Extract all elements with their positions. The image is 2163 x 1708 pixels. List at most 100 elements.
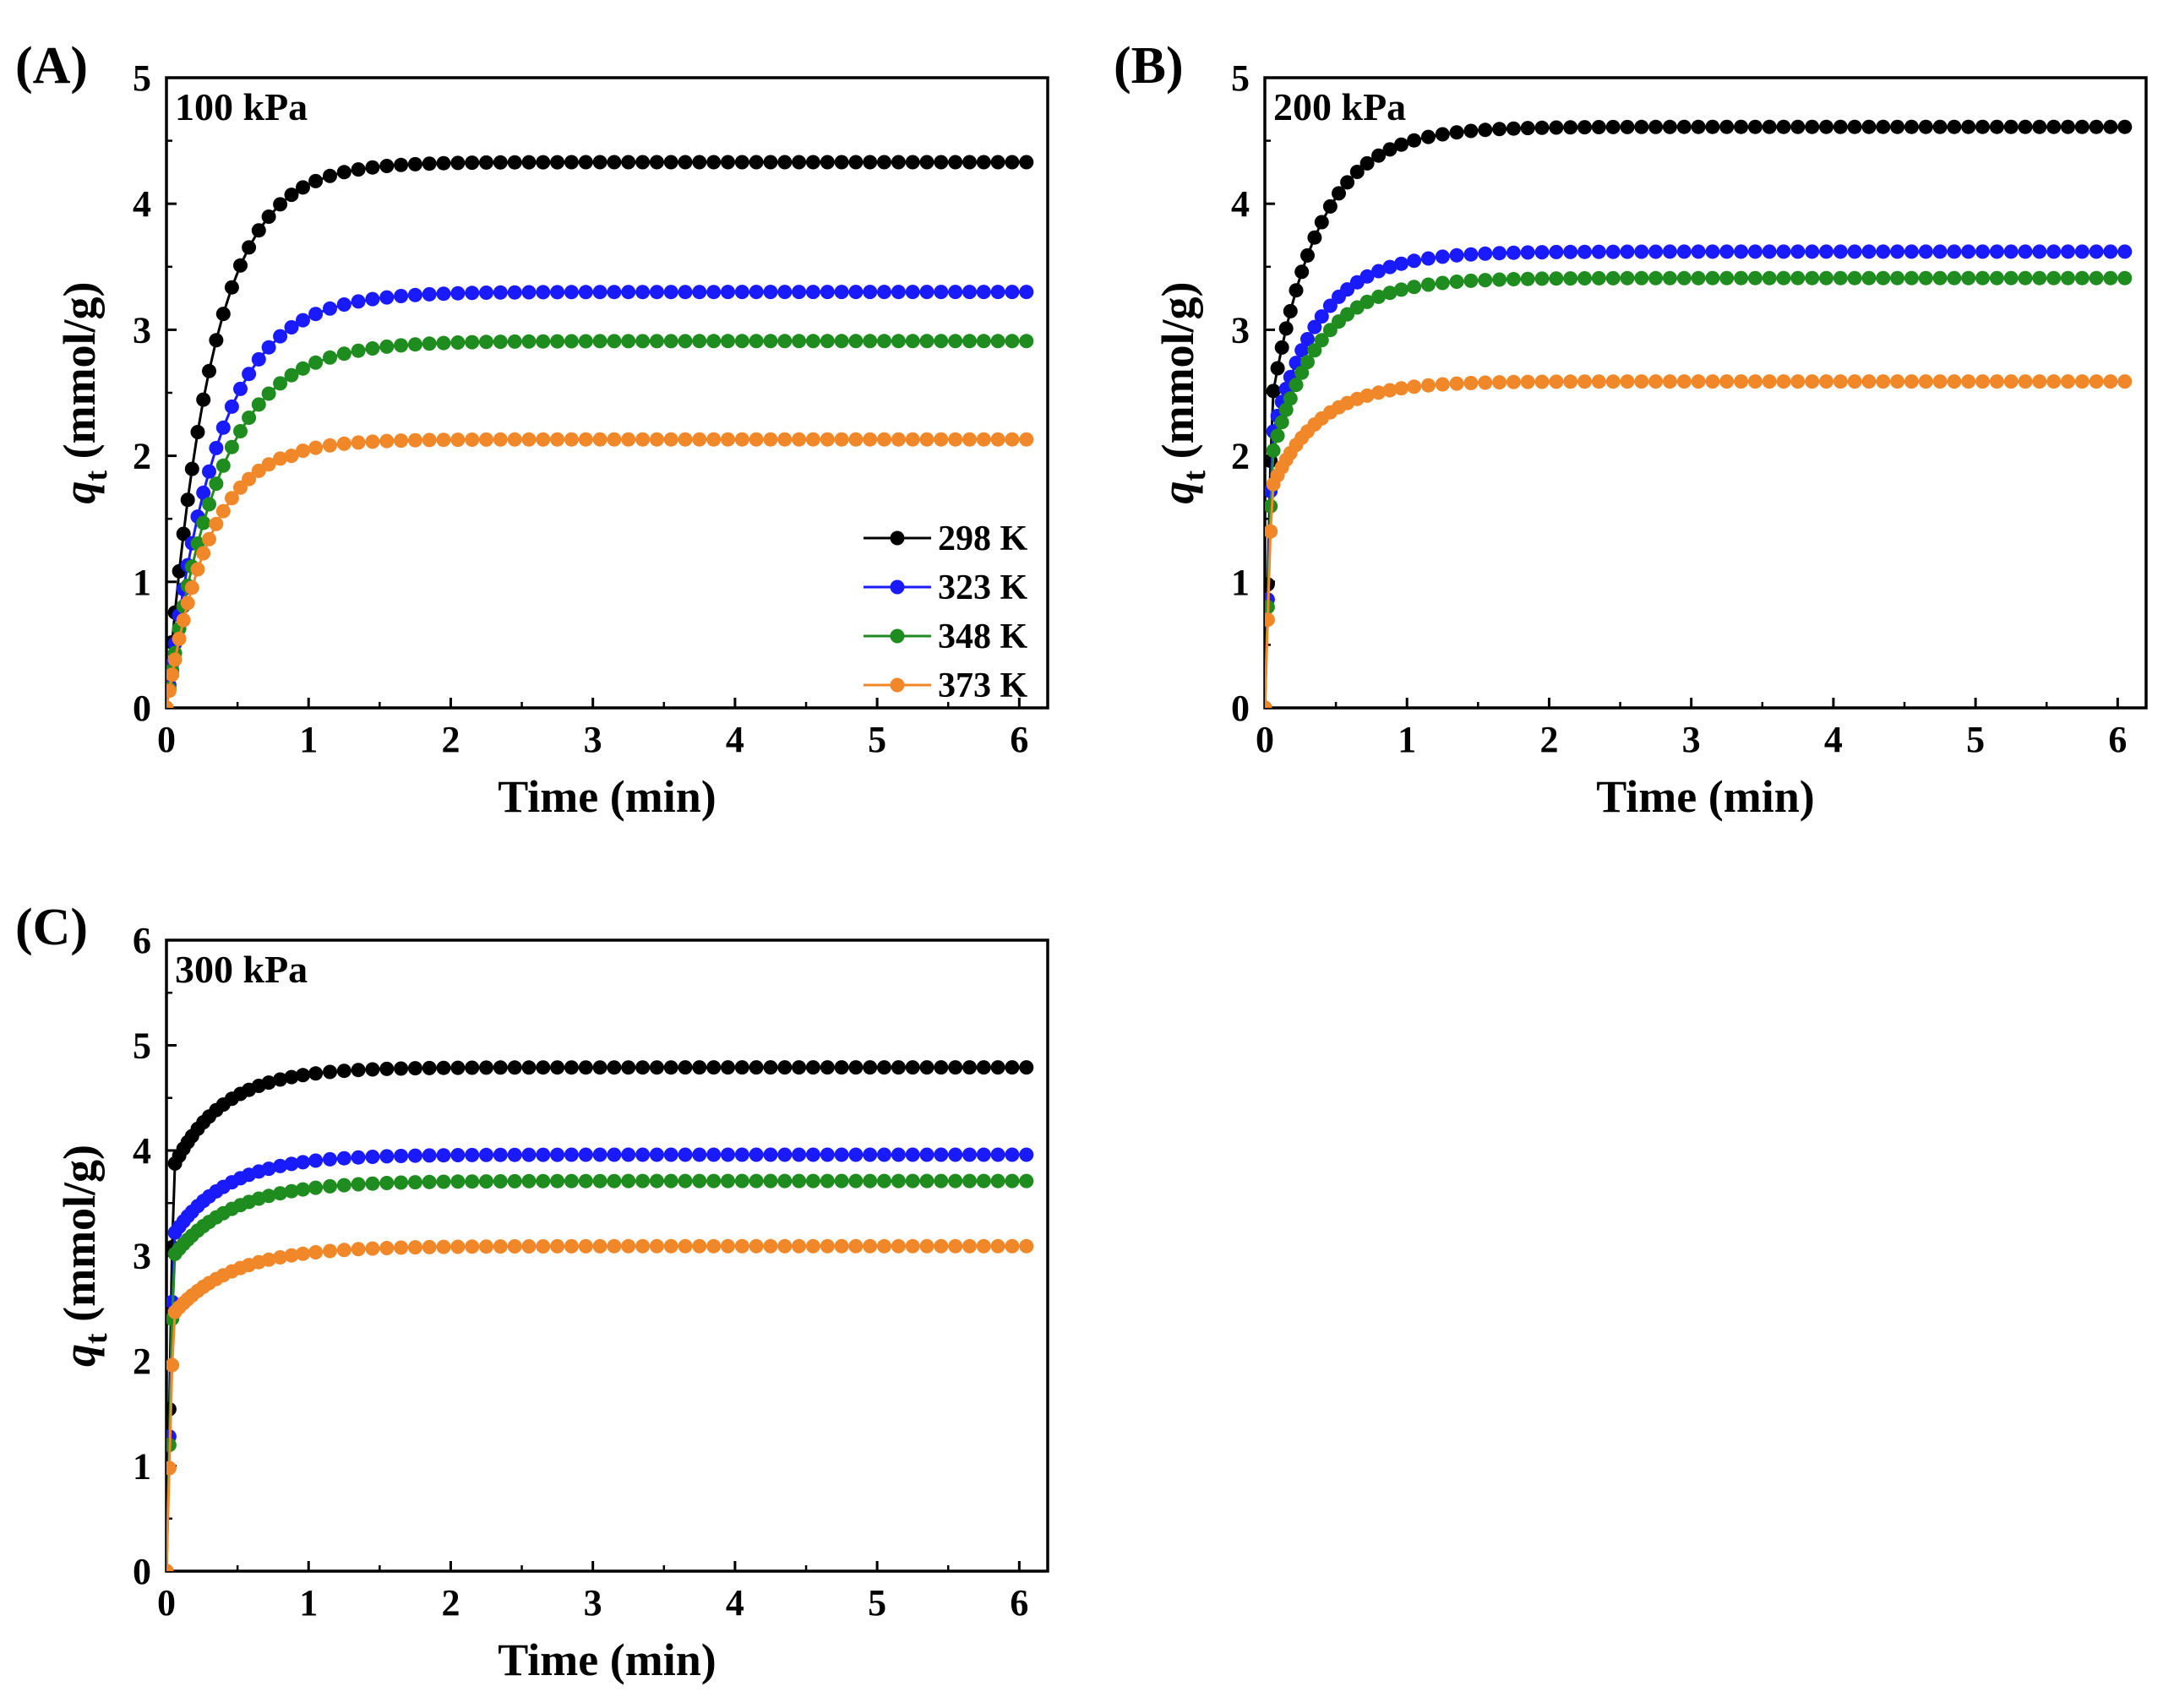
- data-point: [1506, 272, 1521, 286]
- data-point: [2046, 119, 2062, 134]
- data-point: [2117, 270, 2133, 286]
- data-point: [805, 1147, 820, 1162]
- y-tick-label: 3: [133, 1236, 151, 1277]
- data-point: [2003, 244, 2019, 259]
- data-point: [394, 1149, 409, 1163]
- data-point: [1382, 259, 1398, 275]
- data-point: [1270, 428, 1285, 443]
- x-tick-label: 2: [441, 719, 460, 760]
- data-point: [777, 432, 793, 447]
- data-point: [706, 285, 722, 300]
- data-point: [692, 1147, 707, 1162]
- data-point: [1534, 245, 1550, 260]
- data-point: [1961, 244, 1976, 259]
- data-point: [242, 471, 257, 487]
- data-point: [1932, 244, 1948, 259]
- data-point: [1591, 244, 1606, 259]
- data-point: [891, 1060, 906, 1075]
- y-tick-label: 1: [1231, 562, 1250, 603]
- data-point: [1340, 282, 1355, 297]
- data-point: [394, 1061, 409, 1076]
- data-point: [621, 1173, 636, 1189]
- data-point: [296, 1246, 310, 1261]
- data-point: [1634, 119, 1649, 134]
- data-point: [962, 334, 977, 349]
- data-point: [891, 1238, 906, 1254]
- data-point: [621, 285, 636, 300]
- data-point: [521, 1239, 537, 1254]
- data-point: [1648, 270, 1664, 286]
- data-point: [465, 1239, 480, 1254]
- data-point: [1270, 361, 1285, 376]
- data-point: [284, 320, 299, 335]
- data-point: [578, 285, 593, 300]
- data-point: [166, 667, 180, 683]
- data-point: [215, 503, 231, 519]
- data-point: [465, 432, 480, 447]
- data-point: [209, 440, 224, 455]
- data-point: [649, 432, 664, 447]
- data-point: [1634, 374, 1649, 389]
- data-point: [1932, 374, 1948, 389]
- data-point: [578, 1147, 593, 1162]
- data-point: [233, 424, 248, 438]
- data-point: [919, 432, 934, 447]
- data-point: [450, 1060, 466, 1075]
- data-point: [962, 432, 977, 447]
- data-point: [635, 1238, 651, 1254]
- data-point: [891, 334, 906, 349]
- data-point: [1776, 374, 1791, 389]
- y-axis-title-sub: t: [1177, 471, 1212, 481]
- data-point: [962, 1147, 977, 1162]
- data-point: [1549, 271, 1564, 286]
- data-point: [1876, 119, 1891, 134]
- data-point: [635, 285, 651, 300]
- data-point: [578, 334, 593, 349]
- data-point: [635, 155, 651, 170]
- data-point: [1805, 270, 1820, 286]
- data-point: [1648, 374, 1664, 389]
- data-point: [564, 1060, 579, 1075]
- data-point: [284, 1069, 299, 1085]
- data-point: [1019, 155, 1034, 170]
- y-tick-label: 2: [133, 1341, 151, 1382]
- data-point: [1520, 374, 1535, 389]
- data-point: [550, 285, 565, 300]
- data-point: [1274, 340, 1289, 355]
- data-point: [323, 1151, 337, 1167]
- data-point: [1662, 374, 1677, 389]
- data-point: [1918, 374, 1933, 389]
- data-point: [663, 334, 678, 349]
- data-point: [1019, 285, 1034, 300]
- data-point: [1005, 1238, 1020, 1254]
- data-point: [1019, 1238, 1034, 1254]
- data-point: [493, 285, 508, 300]
- data-point: [1005, 1147, 1020, 1162]
- data-point: [1322, 298, 1338, 313]
- data-point: [734, 1060, 749, 1075]
- data-point: [763, 1238, 778, 1254]
- data-point: [479, 432, 493, 447]
- data-point: [1549, 374, 1564, 389]
- data-point: [1549, 244, 1564, 259]
- data-point: [1819, 374, 1833, 389]
- data-point: [1819, 244, 1833, 259]
- data-point: [296, 1068, 310, 1083]
- x-tick-label: 4: [1824, 719, 1843, 760]
- x-tick-label: 0: [157, 1582, 176, 1624]
- data-point: [336, 436, 351, 451]
- data-point: [521, 1147, 537, 1162]
- data-point: [351, 435, 366, 450]
- data-point: [394, 433, 409, 449]
- data-point: [1435, 377, 1450, 392]
- data-point: [1294, 264, 1310, 280]
- data-point: [176, 526, 191, 541]
- series-298-K: [166, 1060, 1034, 1571]
- data-point: [777, 1060, 793, 1075]
- data-point: [273, 329, 288, 344]
- data-point: [990, 334, 1005, 349]
- data-point: [948, 155, 963, 170]
- data-point: [493, 432, 508, 447]
- series-298-K: [1265, 119, 2133, 708]
- data-point: [1989, 119, 2004, 134]
